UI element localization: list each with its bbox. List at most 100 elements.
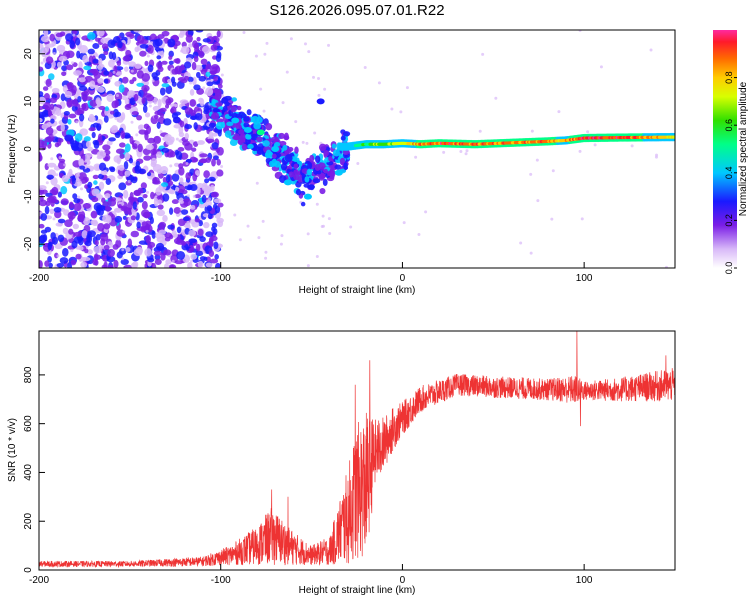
noise-cell [106, 113, 115, 119]
figure-title: S126.2026.095.07.01.R22 [269, 2, 444, 19]
noise-cell [115, 239, 122, 248]
noise-cell [182, 198, 192, 207]
noise-cell [52, 217, 56, 221]
noise-cell [53, 207, 62, 213]
transition-cell [271, 153, 277, 159]
transition-cell [214, 89, 222, 97]
noise-cell [156, 209, 166, 217]
noise-cell [51, 186, 59, 196]
transition-cell [265, 122, 273, 131]
transition-cell [342, 131, 351, 137]
noise-cell [211, 158, 216, 167]
noise-cell [136, 221, 141, 229]
noise-cell [52, 51, 56, 55]
transition-blob [243, 126, 252, 133]
noise-cell [58, 160, 66, 170]
noise-cell [317, 77, 321, 81]
noise-cell [106, 140, 113, 146]
noise-cell [201, 64, 207, 70]
noise-cell [115, 148, 125, 154]
noise-cell [210, 44, 218, 51]
transition-cell [323, 149, 329, 157]
noise-cell [187, 185, 192, 191]
noise-cell [87, 230, 96, 238]
noise-cell [44, 206, 50, 215]
noise-cell [205, 231, 214, 238]
noise-cell [478, 129, 482, 133]
noise-cell [173, 237, 181, 245]
noise-cell [161, 147, 170, 153]
noise-cell [128, 90, 136, 96]
noise-cell [40, 61, 44, 65]
noise-cell [150, 157, 158, 166]
noise-cell [167, 38, 176, 48]
noise-cell [55, 107, 62, 117]
noise-cell [103, 51, 109, 56]
noise-cell [49, 33, 56, 42]
noise-cell [145, 229, 149, 233]
noise-cell [356, 161, 360, 165]
transition-blob [334, 169, 343, 176]
noise-cell [114, 99, 120, 108]
noise-cell [104, 193, 111, 199]
noise-cell [120, 258, 129, 265]
noise-cell [177, 147, 185, 152]
transition-blob [271, 146, 280, 152]
noise-cell [48, 73, 55, 81]
noise-cell [157, 34, 165, 40]
noise-cell [204, 91, 208, 95]
noise-cell [205, 138, 215, 143]
noise-cell [169, 189, 176, 195]
transition-cell [282, 144, 288, 151]
noise-cell [519, 241, 523, 245]
noise-cell [203, 256, 208, 262]
noise-cell [49, 97, 57, 104]
noise-cell [306, 232, 310, 236]
noise-cell [158, 229, 166, 235]
transition-cell [246, 109, 252, 116]
noise-cell [327, 43, 331, 47]
noise-cell [80, 261, 88, 268]
noise-cell [131, 111, 139, 116]
noise-cell [153, 114, 159, 120]
noise-cell [216, 146, 224, 156]
noise-cell [118, 164, 125, 171]
noise-cell [107, 39, 116, 48]
noise-cell [124, 66, 129, 72]
noise-cell [175, 57, 181, 65]
noise-cell [90, 210, 98, 219]
transition-cell [243, 122, 250, 128]
noise-cell [242, 31, 246, 35]
noise-cell [61, 71, 67, 77]
transition-cell [334, 164, 342, 170]
noise-cell [217, 220, 224, 228]
noise-cell [164, 237, 171, 242]
noise-cell [67, 118, 72, 125]
noise-cell [280, 234, 284, 238]
noise-cell [184, 132, 190, 140]
transition-cell [224, 130, 232, 138]
transition-cell [216, 118, 224, 124]
noise-cell [114, 117, 118, 121]
noise-cell [259, 87, 263, 91]
noise-cell [78, 113, 85, 122]
noise-cell [69, 40, 76, 49]
noise-cell [97, 208, 104, 216]
noise-cell [60, 185, 68, 195]
noise-cell [109, 126, 119, 134]
noise-cell [188, 247, 195, 252]
noise-cell [100, 238, 106, 246]
noise-cell [163, 249, 172, 256]
noise-cell [77, 173, 81, 177]
noise-cell [154, 110, 162, 116]
noise-cell [51, 87, 60, 94]
noise-cell [93, 246, 102, 254]
colorbar-gradient [713, 30, 737, 268]
noise-cell [127, 207, 133, 216]
noise-cell [191, 147, 197, 152]
noise-cell [321, 224, 325, 228]
noise-cell [139, 44, 149, 49]
noise-cell [207, 68, 211, 72]
noise-cell [87, 181, 93, 189]
